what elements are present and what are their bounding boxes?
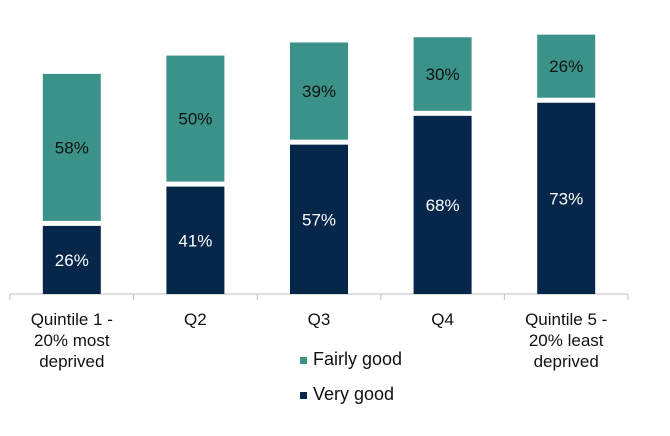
legend-swatch-fairly-good	[300, 356, 307, 364]
category-label: Q2	[184, 310, 207, 329]
data-label: 39%	[302, 82, 336, 101]
data-label: 26%	[55, 251, 89, 270]
category-label: Quintile 1 - 20% most deprived	[30, 310, 113, 371]
legend-swatch-very-good	[300, 391, 307, 399]
data-label: 41%	[178, 231, 212, 250]
bar-fairly-good	[413, 37, 472, 111]
data-label: 26%	[549, 57, 583, 76]
data-label: 50%	[178, 110, 212, 129]
bar-fairly-good	[537, 34, 596, 98]
legend-very-good: Very good	[300, 384, 394, 405]
bar-fairly-good	[290, 42, 348, 140]
data-label: 68%	[426, 196, 460, 215]
category-label: Quintile 5 - 20% least deprived	[525, 310, 608, 371]
legend-label-very-good: Very good	[313, 384, 395, 404]
bar-very-good	[290, 144, 348, 294]
bar-fairly-good	[166, 55, 225, 182]
bar-very-good	[413, 115, 472, 294]
bar-very-good	[42, 225, 101, 294]
data-label: 30%	[426, 65, 460, 84]
category-label: Q4	[431, 310, 454, 329]
data-label: 73%	[549, 189, 583, 208]
legend-label-fairly-good: Fairly good	[313, 349, 403, 369]
bar-very-good	[166, 186, 225, 294]
bar-very-good	[537, 102, 596, 295]
data-label: 57%	[302, 210, 336, 229]
legend-fairly-good: Fairly good	[300, 349, 402, 370]
category-label: Q3	[307, 310, 331, 329]
data-label: 58%	[55, 138, 89, 157]
bar-fairly-good	[42, 73, 101, 221]
